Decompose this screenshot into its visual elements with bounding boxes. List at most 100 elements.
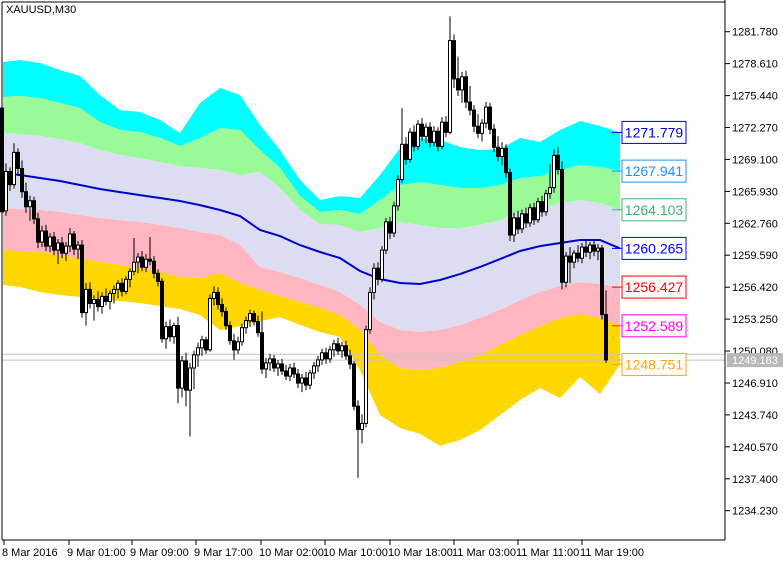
candle-body bbox=[96, 299, 100, 308]
candle-body bbox=[472, 109, 476, 127]
time-tick-label: 10 Mar 02:00 bbox=[259, 547, 324, 559]
candle-body bbox=[380, 249, 384, 280]
price-level-label: 1267.941 bbox=[625, 163, 684, 179]
band-lavender bbox=[3, 133, 620, 332]
price-tick-label: 1256.420 bbox=[732, 282, 778, 294]
candle-body bbox=[432, 130, 436, 143]
candle-body bbox=[116, 282, 120, 290]
price-level-box bbox=[621, 352, 687, 376]
time-tick-label: 10 Mar 18:00 bbox=[388, 547, 453, 559]
candle-body bbox=[68, 233, 72, 247]
candle-body bbox=[532, 207, 536, 221]
candle-body bbox=[460, 76, 464, 91]
candle-body bbox=[492, 128, 496, 148]
candle-body bbox=[324, 352, 328, 360]
candle-body bbox=[168, 326, 172, 338]
candle-body bbox=[12, 151, 16, 186]
candle-body bbox=[188, 367, 192, 391]
candle-body bbox=[504, 147, 508, 174]
price-level-box bbox=[621, 314, 687, 338]
candle-body bbox=[64, 245, 68, 254]
candle-body bbox=[204, 339, 208, 351]
candle-body bbox=[212, 291, 216, 299]
candle-body bbox=[424, 126, 428, 137]
candle-body bbox=[240, 327, 244, 343]
candle-body bbox=[528, 207, 532, 224]
candle-body bbox=[580, 246, 584, 259]
candle-body bbox=[392, 205, 396, 234]
candle-body bbox=[340, 345, 344, 352]
candle-body bbox=[468, 101, 472, 111]
price-level-box bbox=[621, 120, 687, 144]
price-tick-label: 1234.230 bbox=[732, 506, 778, 518]
candle-body bbox=[600, 247, 604, 316]
ma-line-layer bbox=[2, 172, 621, 286]
price-level-label: 1271.779 bbox=[625, 124, 684, 140]
candle-body bbox=[156, 272, 160, 282]
candle-body bbox=[404, 143, 408, 160]
candle-body bbox=[328, 349, 332, 360]
candle-body bbox=[560, 169, 564, 283]
price-level-box bbox=[621, 236, 687, 260]
candle-body bbox=[100, 295, 104, 307]
symbol-timeframe-label: XAUUSD,M30 bbox=[6, 4, 77, 16]
candle-body bbox=[496, 146, 500, 157]
time-tick-label: 8 Mar 2016 bbox=[2, 547, 58, 559]
candle-body bbox=[4, 171, 8, 212]
candle-body bbox=[76, 244, 80, 250]
candle-body bbox=[256, 321, 260, 334]
candle-body bbox=[488, 106, 492, 130]
candle-body bbox=[56, 242, 60, 251]
candle-body bbox=[436, 130, 440, 147]
candle-body bbox=[216, 291, 220, 305]
candle-body bbox=[232, 340, 236, 351]
candle-body bbox=[208, 297, 212, 351]
candle-body bbox=[540, 201, 544, 213]
candle-body bbox=[372, 267, 376, 293]
indicator-bands bbox=[3, 60, 620, 446]
candle-body bbox=[352, 363, 356, 407]
price-tick-label: 1259.590 bbox=[732, 250, 778, 262]
candle-body bbox=[288, 367, 292, 377]
time-axis[interactable]: 8 Mar 2016 9 Mar 01:00 9 Mar 09:00 9 Mar 17… bbox=[2, 540, 644, 559]
candle-body bbox=[388, 221, 392, 234]
candle-body bbox=[20, 168, 24, 193]
candle-body bbox=[316, 359, 320, 367]
candle-body bbox=[88, 288, 92, 304]
candle-body bbox=[224, 311, 228, 327]
price-axis[interactable]: 1281.780 1278.610 1275.440 1272.270 1269.100… bbox=[725, 27, 778, 518]
candle-body bbox=[44, 230, 48, 247]
candle-body bbox=[428, 126, 432, 143]
candle-body bbox=[228, 325, 232, 342]
candle-body bbox=[112, 288, 116, 294]
candle-body bbox=[260, 332, 264, 370]
candle-body bbox=[356, 405, 360, 430]
price-tick-label: 1278.610 bbox=[732, 59, 778, 71]
candle-body bbox=[448, 40, 452, 133]
candle-body bbox=[92, 299, 96, 304]
price-tick-label: 1246.910 bbox=[732, 378, 778, 390]
candle-body bbox=[524, 213, 528, 224]
price-tick-label: 1237.400 bbox=[732, 474, 778, 486]
candle-body bbox=[252, 313, 256, 323]
candle-body bbox=[308, 372, 312, 386]
candle-body bbox=[312, 365, 316, 374]
candle-body bbox=[568, 255, 572, 263]
current-price-badge-text: 1249.183 bbox=[732, 355, 778, 367]
candle-body bbox=[572, 252, 576, 263]
candle-body bbox=[500, 147, 504, 157]
candle-body bbox=[384, 221, 388, 251]
candle-body bbox=[476, 125, 480, 134]
candle-body bbox=[148, 258, 152, 262]
candle-body bbox=[456, 78, 460, 91]
candle-body bbox=[28, 200, 32, 208]
candle-body bbox=[592, 244, 596, 252]
candle-body bbox=[536, 201, 540, 221]
candle-body bbox=[36, 218, 40, 243]
price-tick-label: 1272.270 bbox=[732, 123, 778, 135]
candle-body bbox=[444, 121, 448, 133]
time-tick-label: 9 Mar 09:00 bbox=[130, 547, 189, 559]
price-tick-label: 1275.440 bbox=[732, 91, 778, 103]
